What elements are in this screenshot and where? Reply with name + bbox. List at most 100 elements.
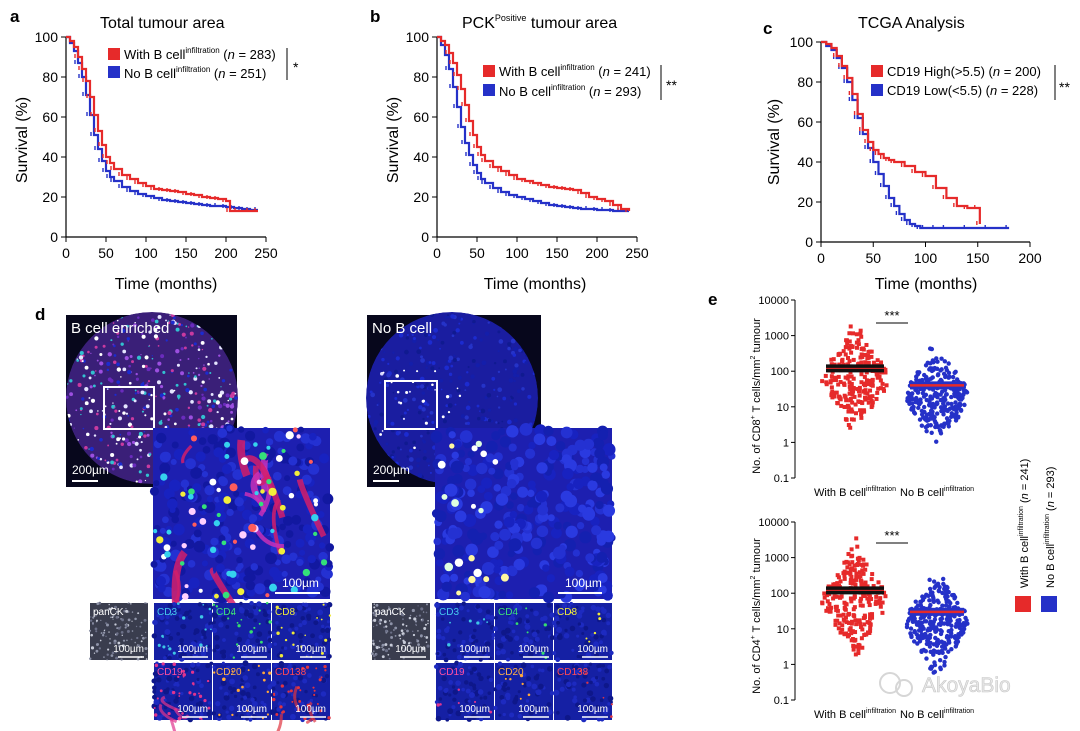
data-point-with xyxy=(829,385,834,390)
data-point-with xyxy=(858,603,863,608)
cell xyxy=(154,663,159,668)
cell xyxy=(134,392,137,395)
legend-c-red-label: CD19 High(>5.5) xyxy=(887,64,985,79)
cell xyxy=(82,374,86,378)
cell xyxy=(507,613,512,618)
cell xyxy=(409,614,412,617)
data-point-with xyxy=(831,596,836,601)
cell xyxy=(214,361,218,365)
marker-signal xyxy=(169,718,177,731)
cell xyxy=(87,350,90,354)
cell xyxy=(436,628,442,634)
chart-b-title-sup: Positive xyxy=(495,13,527,23)
cell xyxy=(276,681,280,685)
cell xyxy=(121,634,123,637)
data-point-no xyxy=(935,424,940,430)
legend-a-red-sup: infiltration xyxy=(185,46,219,55)
cell xyxy=(584,672,587,675)
cell xyxy=(248,632,254,639)
data-point-with xyxy=(855,544,860,549)
cell xyxy=(493,565,502,574)
cell xyxy=(298,623,303,628)
cell xyxy=(440,340,445,345)
data-point-with xyxy=(854,644,859,649)
cell xyxy=(400,448,402,451)
cell xyxy=(464,422,468,425)
cell xyxy=(130,603,132,605)
cell xyxy=(496,667,502,672)
cell xyxy=(592,710,596,715)
cell xyxy=(90,646,95,650)
cell xyxy=(69,379,73,383)
data-point-no xyxy=(946,361,951,366)
cell xyxy=(519,423,533,436)
cell xyxy=(466,371,469,374)
cell xyxy=(131,360,134,364)
cell xyxy=(321,624,325,629)
data-point-with xyxy=(839,403,844,408)
cell xyxy=(220,526,229,535)
cell xyxy=(296,686,300,690)
cell xyxy=(113,354,117,357)
x-tick-label: 150 xyxy=(966,250,990,266)
cell xyxy=(441,675,447,682)
cell xyxy=(116,335,120,339)
cell xyxy=(538,668,542,672)
data-point-with xyxy=(825,593,830,598)
cell xyxy=(177,605,181,609)
cell xyxy=(307,673,312,678)
cell xyxy=(229,653,234,657)
data-point-no xyxy=(943,408,948,413)
cell xyxy=(197,373,201,377)
marker-signal xyxy=(276,714,283,731)
cell xyxy=(282,710,286,714)
cell xyxy=(465,405,471,411)
cell xyxy=(420,355,424,359)
data-point-with xyxy=(858,355,863,360)
cell xyxy=(291,514,302,525)
cell xyxy=(461,639,466,644)
cell xyxy=(457,316,461,321)
cell xyxy=(600,629,607,636)
data-point-no xyxy=(912,411,918,416)
cell xyxy=(284,540,292,548)
cell xyxy=(447,527,460,540)
cell xyxy=(443,657,449,663)
cell xyxy=(178,312,181,316)
cell xyxy=(247,669,250,672)
cell xyxy=(240,618,243,621)
cell xyxy=(94,374,96,377)
cell xyxy=(572,681,577,686)
legend-e-no-n: n xyxy=(1045,501,1057,507)
cell xyxy=(185,336,187,339)
y-tick-label: 40 xyxy=(797,154,813,170)
cell xyxy=(178,695,181,697)
cell xyxy=(92,622,94,624)
data-point-no xyxy=(942,359,948,364)
cell xyxy=(115,656,119,660)
cell xyxy=(135,480,138,483)
cell xyxy=(456,654,462,660)
cell xyxy=(273,663,278,668)
cell xyxy=(417,410,422,415)
cell xyxy=(116,380,120,384)
cell xyxy=(210,393,214,396)
cell xyxy=(594,676,599,680)
cell xyxy=(135,377,139,381)
cell xyxy=(163,412,167,416)
cell xyxy=(486,393,492,398)
cell xyxy=(172,662,177,667)
cell xyxy=(125,624,129,628)
cell xyxy=(520,372,525,377)
cell xyxy=(154,368,160,373)
data-point-with xyxy=(836,374,841,379)
cell xyxy=(478,586,491,599)
data-point-no xyxy=(932,617,938,622)
data-point-with xyxy=(836,382,841,387)
cell xyxy=(583,506,594,518)
data-point-with xyxy=(850,629,855,634)
cell xyxy=(188,415,193,420)
cell xyxy=(256,479,262,485)
legend-e-no-sup: infiltration xyxy=(1044,514,1051,544)
cell xyxy=(372,639,375,642)
